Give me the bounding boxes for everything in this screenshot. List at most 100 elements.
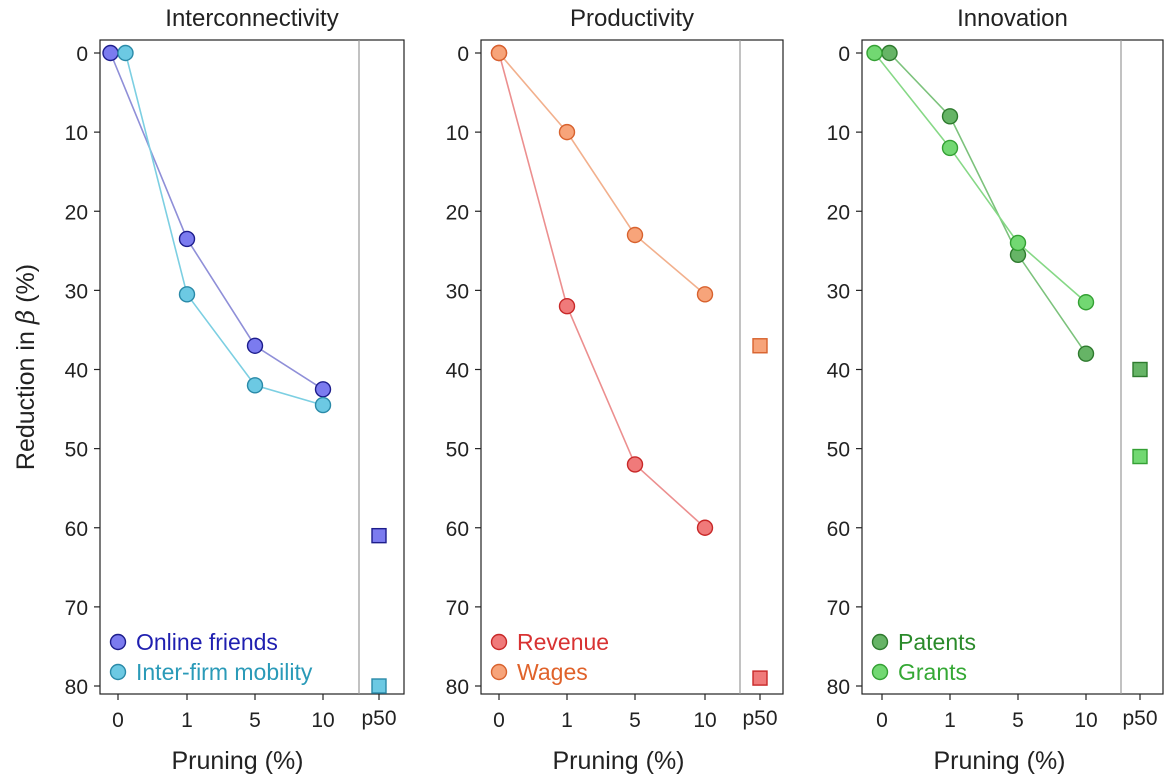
y-tick-label: 20	[827, 201, 850, 224]
data-point-grants	[866, 44, 883, 62]
y-tick-label: 40	[65, 360, 88, 383]
data-point-inter-firm-mobility	[117, 44, 134, 62]
data-point-online-friends	[102, 44, 119, 62]
y-tick-label: 70	[65, 597, 88, 620]
series-line-grants	[873, 52, 1087, 303]
series-line-online-friends	[109, 52, 324, 390]
data-point-patents	[881, 44, 898, 62]
panel-productivity: Productivity 0 10 20 30 40 50 60 70 80 0 1 5 10 p50 Pru…	[446, 5, 784, 775]
legend-label-revenue: Revenue	[517, 629, 609, 655]
x-tick-label: 5	[249, 709, 261, 732]
legend-marker-revenue	[490, 633, 508, 651]
series-inter-firm-mobility	[117, 44, 387, 694]
x-axis-label: Pruning (%)	[553, 747, 685, 775]
data-point-wages	[696, 286, 714, 303]
panel-innovation: Innovation 0 10 20 30 40 50 60 70 80 0 1 5 10 p50 Pruni…	[827, 5, 1164, 775]
y-tick-label: 10	[446, 122, 469, 145]
legend-label-grants: Grants	[898, 659, 967, 685]
x-axis-label: Pruning (%)	[172, 747, 304, 775]
panel-title-innovation: Innovation	[957, 5, 1068, 32]
data-point-inter-firm-mobility	[178, 286, 196, 303]
y-tick-label: 20	[446, 201, 469, 224]
x-tick-label: 1	[944, 709, 956, 732]
data-point-online-friends	[314, 381, 332, 398]
data-point-grants	[941, 139, 959, 157]
x-tick-label: 10	[693, 709, 716, 732]
data-point-grants	[1009, 234, 1027, 252]
data-point-wages	[558, 123, 576, 141]
data-point-online-friends	[246, 337, 264, 354]
x-tick-label: 0	[112, 709, 124, 732]
x-tick-label: 1	[181, 709, 193, 732]
data-point-wages	[626, 226, 644, 244]
data-point-inter-firm-mobility	[246, 377, 264, 394]
y-tick-label: 30	[65, 280, 88, 303]
data-point-revenue	[696, 519, 714, 536]
y-tick-label: 10	[827, 122, 850, 145]
series-wages	[490, 44, 768, 354]
y-tick-label: 60	[446, 518, 469, 541]
x-tick-label: p50	[361, 707, 396, 730]
panel-title-interconnectivity: Interconnectivity	[165, 5, 338, 32]
legend-marker-patents	[871, 633, 889, 651]
y-tick-label: 50	[65, 439, 88, 462]
data-point-online-friends	[178, 230, 196, 248]
y-tick-label: 0	[457, 43, 469, 66]
legend-marker-wages	[490, 663, 508, 681]
x-tick-label: 10	[1074, 709, 1097, 732]
legend-label-inter-firm-mobility: Inter-firm mobility	[136, 659, 313, 685]
p50-marker-grants	[1132, 448, 1148, 465]
x-tick-label: p50	[1122, 707, 1157, 730]
y-tick-label: 50	[827, 439, 850, 462]
y-tick-label: 30	[827, 280, 850, 303]
y-tick-label: 70	[446, 597, 469, 620]
p50-marker-revenue	[752, 670, 768, 686]
data-point-patents	[1077, 345, 1095, 362]
data-point-grants	[1077, 294, 1095, 311]
panel-interconnectivity: Interconnectivity 0 10 20 30 40 50 60 70 80 0 1 5 10 p…	[65, 5, 405, 775]
y-tick-label: 60	[827, 518, 850, 541]
p50-marker-patents	[1132, 361, 1148, 378]
y-tick-label: 10	[65, 122, 88, 145]
y-tick-label: 70	[827, 597, 850, 620]
x-tick-label: 10	[311, 709, 334, 732]
y-tick-label: 30	[446, 280, 469, 303]
data-point-wages	[490, 44, 508, 62]
series-line-wages	[498, 52, 706, 295]
series-line-inter-firm-mobility	[124, 52, 324, 406]
x-tick-label: 0	[876, 709, 888, 732]
y-tick-label: 0	[76, 43, 88, 66]
y-tick-label: 20	[65, 201, 88, 224]
y-axis-label: Reduction in β (%)	[11, 264, 40, 470]
y-tick-label: 60	[65, 518, 88, 541]
legend-marker-grants	[871, 663, 889, 681]
x-tick-label: 1	[561, 709, 573, 732]
data-point-inter-firm-mobility	[314, 396, 332, 414]
y-tick-label: 80	[65, 676, 88, 699]
y-tick-label: 80	[827, 676, 850, 699]
series-revenue	[490, 44, 768, 686]
p50-marker-online-friends	[371, 527, 387, 544]
y-tick-label: 80	[446, 676, 469, 699]
x-tick-label: p50	[742, 707, 777, 730]
legend-label-patents: Patents	[898, 629, 976, 655]
legend-marker-online-friends	[109, 633, 127, 651]
y-tick-label: 0	[838, 43, 850, 66]
y-tick-label: 50	[446, 439, 469, 462]
y-tick-label: 40	[446, 360, 469, 383]
y-tick-label: 40	[827, 360, 850, 383]
legend-label-online-friends: Online friends	[136, 629, 278, 655]
series-line-patents	[888, 52, 1087, 355]
plot-frame	[861, 39, 1164, 695]
x-axis-label: Pruning (%)	[934, 747, 1066, 775]
x-tick-label: 0	[493, 709, 505, 732]
p50-marker-wages	[752, 338, 768, 354]
plot-frame	[99, 39, 405, 695]
series-online-friends	[102, 44, 387, 544]
x-tick-label: 5	[629, 709, 641, 732]
plot-frame	[480, 39, 784, 695]
panel-title-productivity: Productivity	[570, 5, 694, 32]
data-point-revenue	[558, 298, 576, 315]
